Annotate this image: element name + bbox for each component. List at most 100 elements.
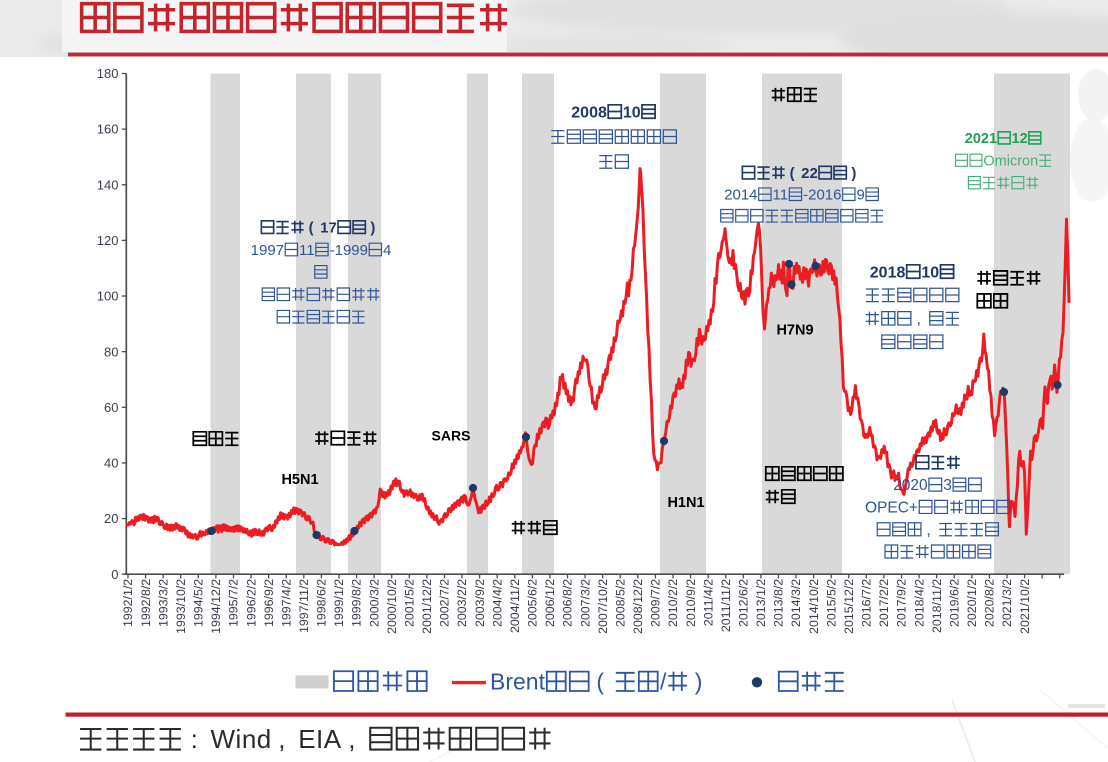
svg-text:100: 100 bbox=[97, 289, 119, 304]
svg-text:,: , bbox=[917, 311, 921, 328]
svg-text:2018/11/2: 2018/11/2 bbox=[930, 579, 944, 633]
svg-text:2001/12/2: 2001/12/2 bbox=[420, 579, 434, 634]
svg-text:2020/1/2: 2020/1/2 bbox=[965, 579, 979, 627]
svg-text:120: 120 bbox=[97, 233, 119, 248]
svg-text:2006/1/2: 2006/1/2 bbox=[543, 579, 557, 627]
svg-text:1999/8/2: 1999/8/2 bbox=[350, 579, 364, 627]
svg-text:140: 140 bbox=[97, 177, 119, 192]
svg-text:2019/6/2: 2019/6/2 bbox=[947, 579, 961, 627]
svg-text:2021: 2021 bbox=[965, 131, 997, 147]
svg-text::: : bbox=[191, 724, 198, 754]
svg-text:Brent: Brent bbox=[490, 669, 546, 695]
svg-text:2008/12/2: 2008/12/2 bbox=[631, 579, 645, 634]
svg-text:Wind: Wind bbox=[211, 724, 272, 754]
svg-text:-2016: -2016 bbox=[803, 187, 841, 204]
svg-text:-1999: -1999 bbox=[330, 242, 368, 259]
svg-text:2009/7/2: 2009/7/2 bbox=[649, 579, 663, 627]
svg-text:11: 11 bbox=[773, 187, 789, 204]
svg-text:,: , bbox=[926, 522, 930, 539]
svg-text:2021/10/2: 2021/10/2 bbox=[1018, 579, 1032, 634]
svg-text:40: 40 bbox=[104, 456, 118, 471]
svg-text:2018: 2018 bbox=[870, 264, 906, 281]
svg-text:2010/9/2: 2010/9/2 bbox=[684, 579, 698, 627]
svg-text:1993/3/2: 1993/3/2 bbox=[156, 579, 170, 627]
svg-text:2015/12/2: 2015/12/2 bbox=[842, 579, 856, 634]
svg-text:1994/12/2: 1994/12/2 bbox=[209, 579, 223, 634]
svg-text:2012/6/2: 2012/6/2 bbox=[737, 579, 751, 627]
svg-text:1992/8/2: 1992/8/2 bbox=[139, 579, 153, 627]
svg-text:H1N1: H1N1 bbox=[667, 495, 704, 511]
svg-text:2021/3/2: 2021/3/2 bbox=[1000, 579, 1014, 627]
svg-text:2000/3/2: 2000/3/2 bbox=[367, 579, 381, 627]
svg-text:17: 17 bbox=[320, 220, 337, 237]
svg-text:9: 9 bbox=[856, 187, 864, 204]
svg-text:2011/11/2: 2011/11/2 bbox=[719, 579, 733, 632]
svg-text:2017/9/2: 2017/9/2 bbox=[895, 579, 909, 627]
svg-text:2004/4/2: 2004/4/2 bbox=[490, 579, 504, 627]
svg-text:160: 160 bbox=[97, 122, 119, 137]
svg-text:H7N9: H7N9 bbox=[776, 323, 813, 339]
svg-text:(: ( bbox=[309, 220, 314, 237]
svg-text:2006/8/2: 2006/8/2 bbox=[561, 579, 575, 627]
svg-text:2020: 2020 bbox=[893, 477, 928, 494]
svg-text:2013/8/2: 2013/8/2 bbox=[772, 579, 786, 627]
svg-text:OPEC+: OPEC+ bbox=[865, 500, 918, 517]
svg-text:2014: 2014 bbox=[724, 187, 757, 204]
svg-text:1997: 1997 bbox=[251, 242, 284, 259]
svg-text:2008: 2008 bbox=[571, 104, 607, 121]
svg-text:2017/2/2: 2017/2/2 bbox=[877, 579, 891, 627]
svg-text:,: , bbox=[348, 724, 355, 754]
svg-text:H5N1: H5N1 bbox=[281, 472, 318, 488]
svg-text:2007/3/2: 2007/3/2 bbox=[578, 579, 592, 627]
svg-text:1997/4/2: 1997/4/2 bbox=[279, 579, 293, 627]
svg-text:180: 180 bbox=[97, 66, 119, 81]
svg-text:2002/7/2: 2002/7/2 bbox=[438, 579, 452, 627]
svg-text:Omicron: Omicron bbox=[983, 154, 1038, 170]
svg-text:2010/2/2: 2010/2/2 bbox=[666, 579, 680, 627]
svg-text:1998/6/2: 1998/6/2 bbox=[315, 579, 329, 627]
svg-text:1993/10/2: 1993/10/2 bbox=[174, 579, 188, 634]
svg-text:80: 80 bbox=[104, 344, 118, 359]
svg-text:SARS: SARS bbox=[432, 428, 471, 444]
svg-text:1995/7/2: 1995/7/2 bbox=[227, 579, 241, 627]
svg-text:60: 60 bbox=[104, 400, 118, 415]
svg-text:22: 22 bbox=[801, 165, 818, 182]
svg-text:0: 0 bbox=[111, 567, 118, 582]
svg-text:2007/10/2: 2007/10/2 bbox=[596, 579, 610, 634]
svg-text:2000/10/2: 2000/10/2 bbox=[385, 579, 399, 634]
svg-text:1999/1/2: 1999/1/2 bbox=[332, 579, 346, 627]
svg-text:2018/4/2: 2018/4/2 bbox=[912, 579, 926, 627]
svg-text:11: 11 bbox=[299, 242, 315, 259]
svg-text:2013/1/2: 2013/1/2 bbox=[754, 579, 768, 627]
svg-text:4: 4 bbox=[383, 242, 391, 259]
svg-text:1994/5/2: 1994/5/2 bbox=[192, 579, 206, 627]
svg-text:2001/5/2: 2001/5/2 bbox=[402, 579, 416, 627]
svg-text:10: 10 bbox=[623, 104, 641, 121]
svg-text:2015/5/2: 2015/5/2 bbox=[824, 579, 838, 627]
svg-text:): ) bbox=[370, 220, 375, 237]
svg-text:2008/5/2: 2008/5/2 bbox=[613, 579, 627, 627]
svg-text:1996/2/2: 1996/2/2 bbox=[244, 579, 258, 627]
svg-text:20: 20 bbox=[104, 511, 118, 526]
svg-text:10: 10 bbox=[921, 264, 939, 281]
svg-text:2014/10/2: 2014/10/2 bbox=[807, 579, 821, 634]
svg-text:2020/8/2: 2020/8/2 bbox=[983, 579, 997, 627]
svg-text:,: , bbox=[278, 724, 285, 754]
svg-text:2003/9/2: 2003/9/2 bbox=[473, 579, 487, 627]
svg-text:): ) bbox=[851, 165, 856, 182]
svg-text:1997/11/2: 1997/11/2 bbox=[297, 579, 311, 633]
svg-text:): ) bbox=[695, 669, 703, 695]
svg-text:12: 12 bbox=[1012, 131, 1028, 147]
svg-text:EIA: EIA bbox=[298, 724, 342, 754]
svg-text:(: ( bbox=[790, 165, 795, 182]
svg-text:2016/7/2: 2016/7/2 bbox=[860, 579, 874, 627]
svg-text:2003/2/2: 2003/2/2 bbox=[455, 579, 469, 627]
svg-text:3: 3 bbox=[943, 477, 952, 494]
svg-text:1992/1/2: 1992/1/2 bbox=[121, 579, 135, 627]
svg-text:(: ( bbox=[596, 669, 604, 695]
svg-text:2005/6/2: 2005/6/2 bbox=[526, 579, 540, 627]
svg-text:2014/3/2: 2014/3/2 bbox=[789, 579, 803, 627]
svg-text:/: / bbox=[660, 669, 667, 695]
svg-text:1996/9/2: 1996/9/2 bbox=[262, 579, 276, 627]
svg-text:2011/4/2: 2011/4/2 bbox=[701, 579, 715, 626]
